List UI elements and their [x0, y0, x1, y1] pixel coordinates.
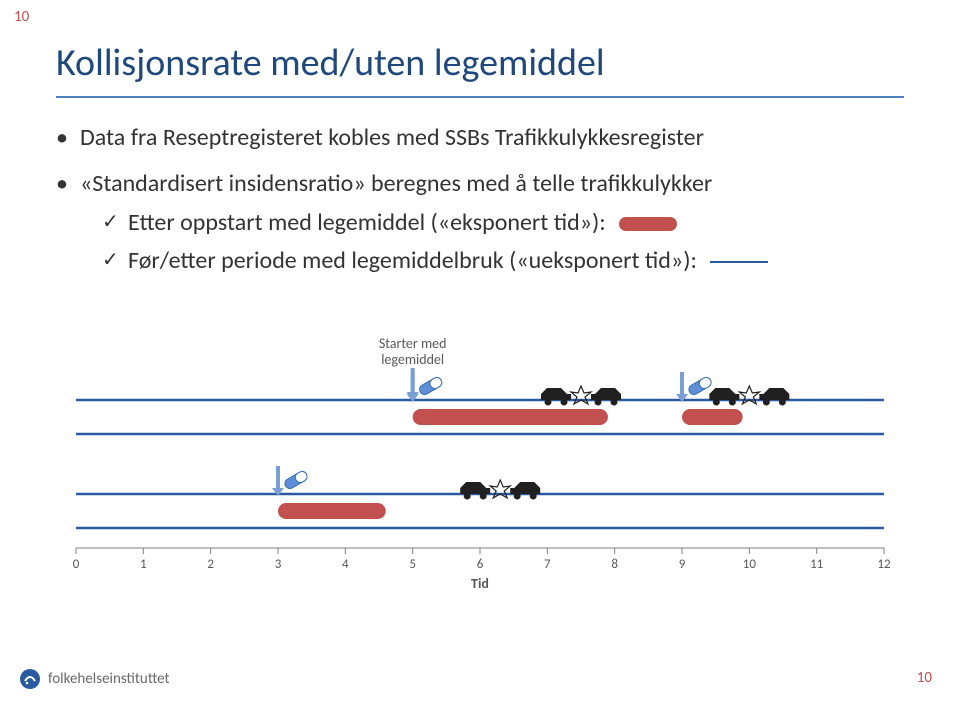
page-number-top: 10	[14, 8, 29, 26]
bullet-2: «Standardisert insidensratio» beregnes m…	[56, 168, 904, 277]
svg-text:6: 6	[477, 557, 484, 572]
legend-exposed-swatch	[619, 217, 677, 231]
svg-text:7: 7	[544, 557, 551, 572]
svg-text:8: 8	[611, 557, 618, 572]
fhi-logo-icon	[18, 667, 42, 691]
svg-text:5: 5	[409, 557, 416, 572]
timeline-svg: Starter medlegemiddel0123456789101112Tid	[56, 308, 904, 598]
title-divider	[56, 96, 904, 98]
legend-unexposed-swatch	[710, 261, 768, 263]
sub-list: Etter oppstart med legemiddel («eksponer…	[80, 207, 904, 278]
svg-text:12: 12	[877, 557, 891, 572]
svg-text:3: 3	[275, 557, 282, 572]
bullet-2-text: «Standardisert insidensratio» beregnes m…	[80, 169, 712, 198]
timeline-chart: Starter medlegemiddel0123456789101112Tid	[56, 308, 904, 598]
bullet-list: Data fra Reseptregisteret kobles med SSB…	[56, 122, 904, 278]
sub-item-unexposed-text: Før/etter periode med legemiddelbruk («u…	[128, 246, 697, 275]
svg-text:4: 4	[342, 557, 349, 572]
sub-item-exposed: Etter oppstart med legemiddel («eksponer…	[80, 207, 904, 239]
svg-text:9: 9	[679, 557, 686, 572]
bullet-1: Data fra Reseptregisteret kobles med SSB…	[56, 122, 904, 154]
svg-text:Tid: Tid	[471, 575, 489, 592]
page-number-bottom: 10	[917, 669, 932, 687]
svg-text:0: 0	[73, 557, 80, 572]
svg-text:1: 1	[140, 557, 147, 572]
sub-item-exposed-text: Etter oppstart med legemiddel («eksponer…	[128, 208, 606, 237]
svg-text:Starter med: Starter med	[379, 335, 447, 352]
svg-text:10: 10	[743, 557, 757, 572]
sub-item-unexposed: Før/etter periode med legemiddelbruk («u…	[80, 245, 904, 277]
footer-logo-text: folkehelseinstituttet	[48, 670, 170, 688]
slide: 10 Kollisjonsrate med/uten legemiddel Da…	[0, 0, 960, 705]
bullet-1-text: Data fra Reseptregisteret kobles med SSB…	[80, 123, 704, 152]
page-title: Kollisjonsrate med/uten legemiddel	[56, 40, 904, 86]
svg-text:2: 2	[207, 557, 214, 572]
svg-text:11: 11	[810, 557, 823, 572]
footer-logo: folkehelseinstituttet	[18, 667, 170, 691]
svg-text:legemiddel: legemiddel	[381, 351, 444, 368]
